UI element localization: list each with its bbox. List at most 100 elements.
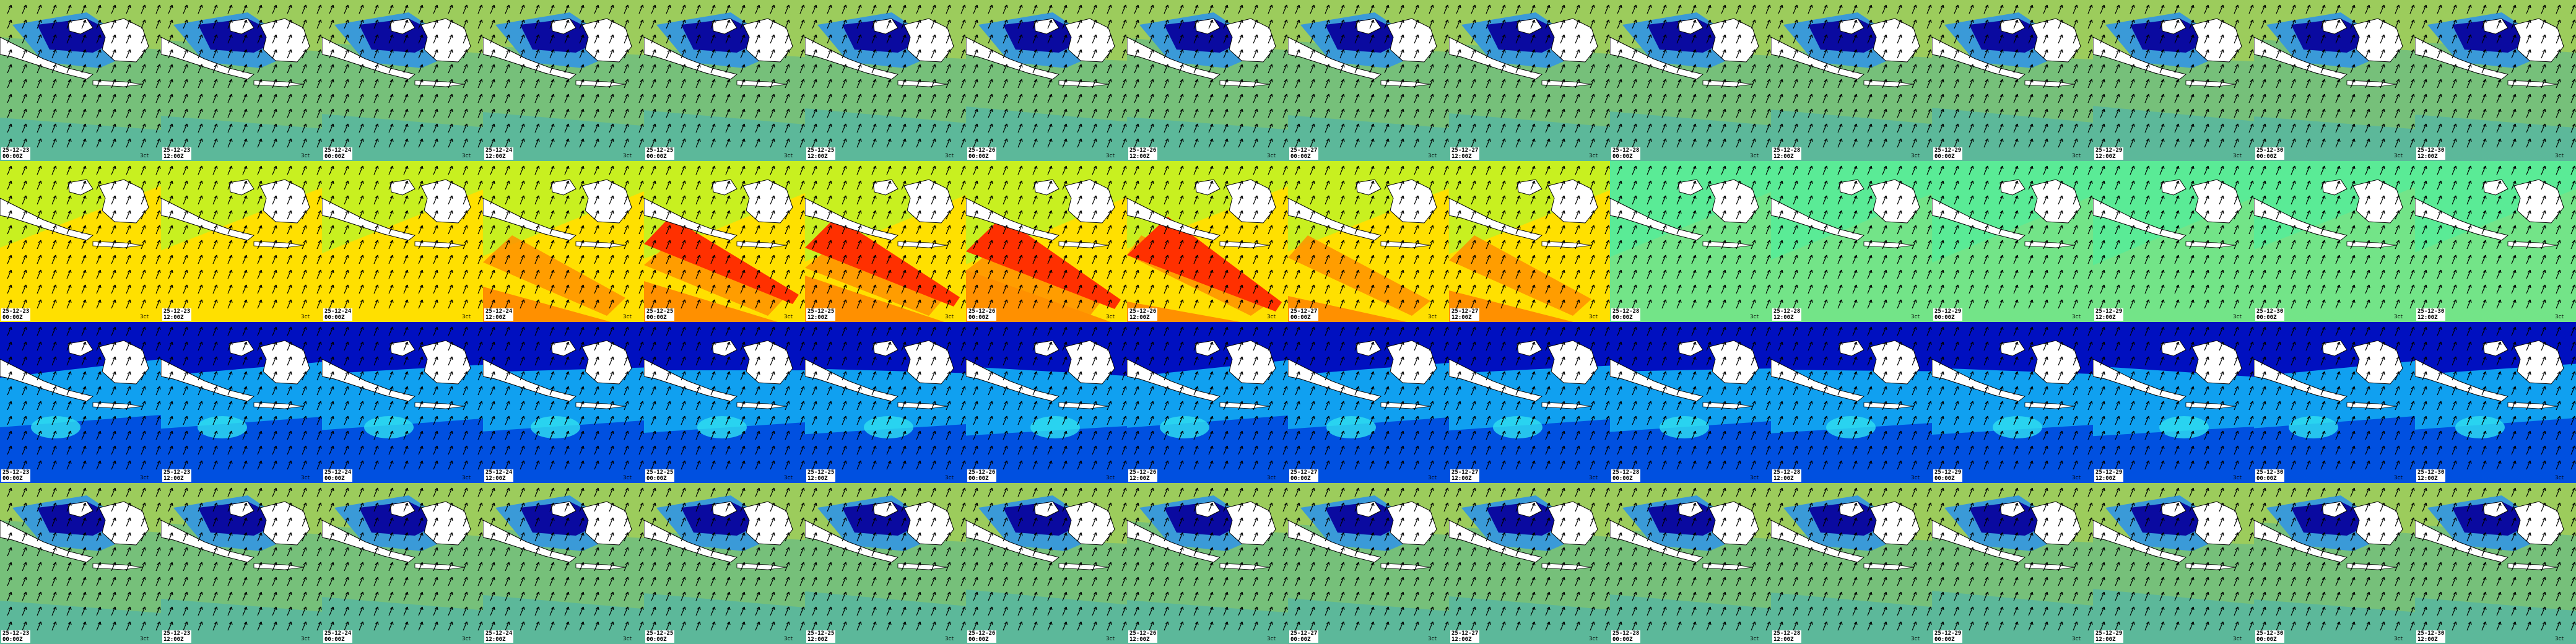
map-tile[interactable]: 25-12-28 12:00Z 3ct: [1771, 322, 1932, 483]
direction-arrows: [168, 326, 322, 470]
map-tile[interactable]: 25-12-23 00:00Z 3ct: [0, 483, 161, 644]
map-tile[interactable]: 25-12-24 00:00Z 3ct: [322, 0, 483, 161]
map-tile[interactable]: 25-12-25 12:00Z 3ct: [805, 322, 966, 483]
map-tile[interactable]: 25-12-25 00:00Z 3ct: [644, 161, 805, 322]
map-tile[interactable]: 25-12-27 00:00Z 3ct: [1288, 161, 1449, 322]
landmass-shapes: [1449, 179, 1598, 248]
map-tile[interactable]: 25-12-28 00:00Z 3ct: [1610, 483, 1771, 644]
map-tile[interactable]: 25-12-28 12:00Z 3ct: [1771, 161, 1932, 322]
map-tile[interactable]: 25-12-30 00:00Z 3ct: [2254, 483, 2415, 644]
map-tile[interactable]: 25-12-29 00:00Z 3ct: [1932, 161, 2093, 322]
scale-label: 3ct: [1749, 314, 1759, 320]
map-tile[interactable]: 25-12-27 00:00Z 3ct: [1288, 0, 1449, 161]
landmass-shapes: [805, 340, 954, 409]
map-tile[interactable]: 25-12-29 00:00Z 3ct: [1932, 0, 2093, 161]
map-tile[interactable]: 25-12-29 12:00Z 3ct: [2093, 0, 2254, 161]
landmass-shapes: [644, 340, 793, 409]
map-tile[interactable]: 25-12-25 12:00Z 3ct: [805, 0, 966, 161]
hour-text: 00:00Z: [324, 315, 345, 321]
map-tile[interactable]: 25-12-27 00:00Z 3ct: [1288, 322, 1449, 483]
timestamp-label: 25-12-28 00:00Z: [1611, 147, 1641, 160]
map-tile[interactable]: 25-12-27 12:00Z 3ct: [1449, 0, 1610, 161]
date-text: 25-12-27: [1451, 630, 1479, 637]
map-tile[interactable]: 25-12-29 00:00Z 3ct: [1932, 483, 2093, 644]
scale-label: 3ct: [2071, 475, 2081, 481]
map-tile[interactable]: 25-12-25 00:00Z 3ct: [644, 0, 805, 161]
map-tile[interactable]: 25-12-24 00:00Z 3ct: [322, 322, 483, 483]
date-text: 25-12-28: [1612, 630, 1640, 637]
map-tile[interactable]: 25-12-30 12:00Z 3ct: [2415, 483, 2576, 644]
landmass-shapes: [1771, 501, 1920, 570]
scale-label: 3ct: [300, 475, 310, 481]
timestamp-label: 25-12-27 12:00Z: [1450, 469, 1480, 482]
map-tile[interactable]: 25-12-30 00:00Z 3ct: [2254, 322, 2415, 483]
map-tile[interactable]: 25-12-23 12:00Z 3ct: [161, 0, 322, 161]
hour-text: 00:00Z: [1934, 154, 1955, 160]
timestamp-label: 25-12-23 00:00Z: [1, 147, 31, 160]
map-tile[interactable]: 25-12-27 00:00Z 3ct: [1288, 483, 1449, 644]
direction-arrows: [7, 4, 161, 148]
map-tile[interactable]: 25-12-24 00:00Z 3ct: [322, 483, 483, 644]
map-tile[interactable]: 25-12-30 12:00Z 3ct: [2415, 0, 2576, 161]
wave-height-map: [966, 0, 1127, 161]
map-tile[interactable]: 25-12-30 00:00Z 3ct: [2254, 161, 2415, 322]
date-text: 25-12-30: [2256, 630, 2284, 637]
wind-speed-map: [1288, 322, 1449, 483]
map-tile[interactable]: 25-12-29 12:00Z 3ct: [2093, 161, 2254, 322]
map-tile[interactable]: 25-12-23 00:00Z 3ct: [0, 161, 161, 322]
map-tile[interactable]: 25-12-24 12:00Z 3ct: [483, 483, 644, 644]
map-tile[interactable]: 25-12-25 12:00Z 3ct: [805, 161, 966, 322]
landmass-shapes: [1288, 501, 1437, 570]
map-tile[interactable]: 25-12-24 12:00Z 3ct: [483, 0, 644, 161]
hour-text: 12:00Z: [485, 637, 506, 643]
map-tile[interactable]: 25-12-30 12:00Z 3ct: [2415, 322, 2576, 483]
wave-height-repeat-map: [1449, 483, 1610, 644]
date-text: 25-12-25: [646, 147, 674, 154]
map-tile[interactable]: 25-12-30 12:00Z 3ct: [2415, 161, 2576, 322]
map-tile[interactable]: 25-12-28 00:00Z 3ct: [1610, 0, 1771, 161]
map-tile[interactable]: 25-12-26 12:00Z 3ct: [1127, 483, 1288, 644]
map-tile[interactable]: 25-12-26 00:00Z 3ct: [966, 483, 1127, 644]
hour-text: 00:00Z: [968, 154, 989, 160]
hour-text: 12:00Z: [485, 154, 506, 160]
map-tile[interactable]: 25-12-25 12:00Z 3ct: [805, 483, 966, 644]
map-tile[interactable]: 25-12-23 00:00Z 3ct: [0, 0, 161, 161]
hour-text: 12:00Z: [1451, 154, 1472, 160]
direction-arrows: [1617, 165, 1771, 309]
map-tile[interactable]: 25-12-26 12:00Z 3ct: [1127, 0, 1288, 161]
map-tile[interactable]: 25-12-24 12:00Z 3ct: [483, 161, 644, 322]
map-tile[interactable]: 25-12-23 12:00Z 3ct: [161, 483, 322, 644]
map-tile[interactable]: 25-12-24 00:00Z 3ct: [322, 161, 483, 322]
direction-arrows: [490, 487, 644, 631]
map-tile[interactable]: 25-12-28 12:00Z 3ct: [1771, 483, 1932, 644]
landmass-shapes: [2093, 501, 2242, 570]
map-tile[interactable]: 25-12-23 12:00Z 3ct: [161, 322, 322, 483]
map-tile[interactable]: 25-12-28 00:00Z 3ct: [1610, 161, 1771, 322]
map-tile[interactable]: 25-12-24 12:00Z 3ct: [483, 322, 644, 483]
landmass-shapes: [322, 340, 471, 409]
map-tile[interactable]: 25-12-26 12:00Z 3ct: [1127, 161, 1288, 322]
map-tile[interactable]: 25-12-29 12:00Z 3ct: [2093, 322, 2254, 483]
map-tile[interactable]: 25-12-25 00:00Z 3ct: [644, 322, 805, 483]
map-tile[interactable]: 25-12-26 00:00Z 3ct: [966, 0, 1127, 161]
map-tile[interactable]: 25-12-30 00:00Z 3ct: [2254, 0, 2415, 161]
wave-height-repeat-map: [1127, 483, 1288, 644]
direction-arrows: [1134, 326, 1288, 470]
map-tile[interactable]: 25-12-26 00:00Z 3ct: [966, 161, 1127, 322]
map-tile[interactable]: 25-12-25 00:00Z 3ct: [644, 483, 805, 644]
map-tile[interactable]: 25-12-26 12:00Z 3ct: [1127, 322, 1288, 483]
map-tile[interactable]: 25-12-23 00:00Z 3ct: [0, 322, 161, 483]
map-tile[interactable]: 25-12-27 12:00Z 3ct: [1449, 483, 1610, 644]
map-tile[interactable]: 25-12-23 12:00Z 3ct: [161, 161, 322, 322]
hour-text: 12:00Z: [2417, 476, 2438, 482]
hour-text: 00:00Z: [1934, 476, 1955, 482]
wave-height-map: [322, 0, 483, 161]
map-tile[interactable]: 25-12-29 12:00Z 3ct: [2093, 483, 2254, 644]
map-tile[interactable]: 25-12-29 00:00Z 3ct: [1932, 322, 2093, 483]
map-tile[interactable]: 25-12-27 12:00Z 3ct: [1449, 322, 1610, 483]
map-tile[interactable]: 25-12-26 00:00Z 3ct: [966, 322, 1127, 483]
map-tile[interactable]: 25-12-28 12:00Z 3ct: [1771, 0, 1932, 161]
map-tile[interactable]: 25-12-28 00:00Z 3ct: [1610, 322, 1771, 483]
hour-text: 12:00Z: [1451, 315, 1472, 321]
map-tile[interactable]: 25-12-27 12:00Z 3ct: [1449, 161, 1610, 322]
